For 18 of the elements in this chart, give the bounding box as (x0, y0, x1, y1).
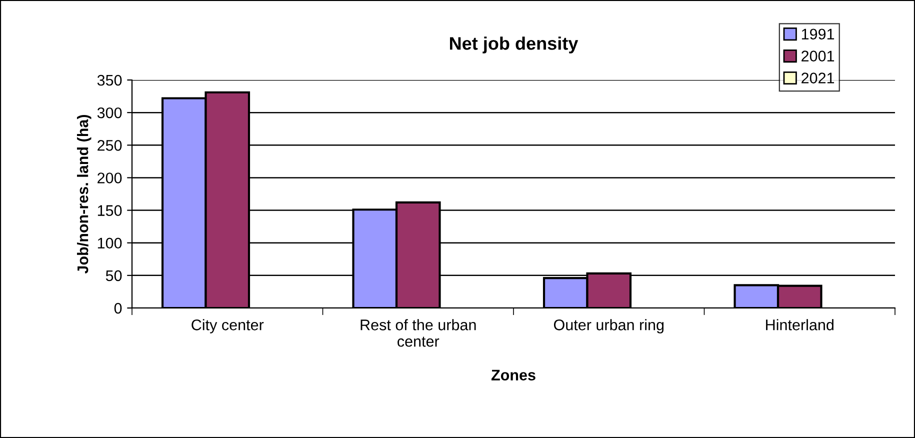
legend-label: 2001 (802, 50, 834, 62)
legend-label: 1991 (802, 28, 834, 40)
x-axis-title: Zones (491, 370, 536, 380)
x-tick-label: Outer urban ring (554, 319, 664, 334)
y-tick-label: 0 (114, 302, 122, 314)
y-tick-label: 300 (97, 107, 122, 118)
y-axis-title: Job/non-res. land (ha) (76, 114, 92, 274)
y-tick-label: 150 (98, 205, 122, 216)
x-tick-label: Hinterland (766, 319, 834, 330)
x-tick-label: Rest of the urban center (360, 319, 476, 347)
y-tick-label: 350 (97, 74, 122, 86)
y-tick-label: 50 (106, 270, 122, 282)
x-tick-label: City center (192, 319, 264, 334)
y-tick-label: 200 (98, 172, 122, 184)
legend-label: 2021 (802, 72, 834, 84)
chart-title: Net job density (450, 36, 578, 54)
y-tick-label: 100 (98, 238, 122, 249)
y-tick-label: 250 (98, 140, 122, 151)
